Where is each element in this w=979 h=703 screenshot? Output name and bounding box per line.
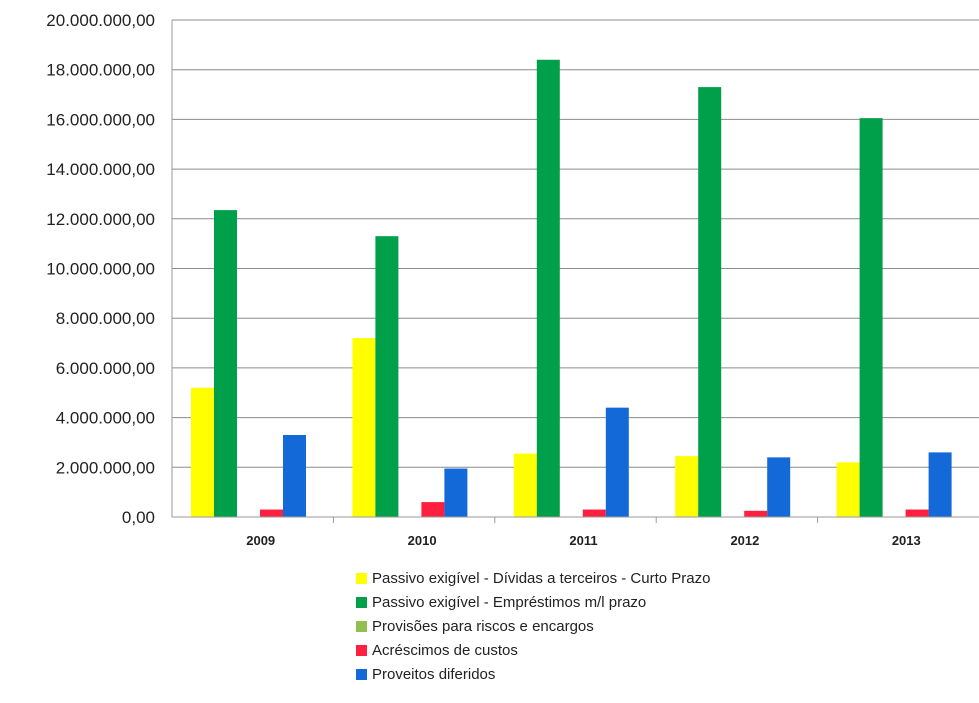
bar xyxy=(375,236,399,517)
bar xyxy=(744,510,768,517)
legend-swatch xyxy=(356,644,367,656)
bar xyxy=(352,338,376,517)
y-tick-label: 8.000.000,00 xyxy=(56,309,155,328)
legend-swatch xyxy=(356,668,367,680)
legend-label: Proveitos diferidos xyxy=(372,665,496,683)
legend-item: Proveitos diferidos xyxy=(356,662,710,686)
x-tick-label: 2009 xyxy=(246,533,275,548)
bar xyxy=(513,453,537,517)
y-tick-label: 2.000.000,00 xyxy=(56,458,155,477)
bar xyxy=(836,462,860,517)
legend-label: Passivo exigível - Empréstimos m/l prazo xyxy=(372,593,647,611)
legend-item: Passivo exigível - Dívidas a terceiros -… xyxy=(356,566,710,590)
bar xyxy=(283,434,306,517)
y-axis-ticks: 0,00 2.000.000,00 4.000.000,00 6.000.000,00… xyxy=(46,11,155,527)
bar xyxy=(191,387,214,517)
bar-chart: 0,00 2.000.000,00 4.000.000,00 6.000.000,00… xyxy=(46,11,979,548)
gridlines xyxy=(171,19,979,517)
legend-swatch xyxy=(356,596,367,608)
bar xyxy=(260,509,283,517)
bars xyxy=(191,59,952,518)
bar xyxy=(536,59,560,517)
bar xyxy=(928,452,952,517)
legend-label: Provisões para riscos e encargos xyxy=(372,617,594,635)
legend-swatch xyxy=(356,572,367,584)
bar xyxy=(444,468,468,517)
y-tick-label: 20.000.000,00 xyxy=(46,11,155,30)
x-tick-label: 2013 xyxy=(892,533,921,548)
y-tick-label: 4.000.000,00 xyxy=(56,409,155,428)
legend-label: Acréscimos de custos xyxy=(372,641,518,659)
y-tick-label: 16.000.000,00 xyxy=(46,110,155,129)
bar xyxy=(675,456,699,517)
legend-item: Passivo exigível - Empréstimos m/l prazo xyxy=(356,590,710,614)
bar xyxy=(214,210,237,518)
bar xyxy=(905,509,929,517)
x-tick-label: 2011 xyxy=(569,533,597,548)
legend-item: Acréscimos de custos xyxy=(356,638,710,662)
y-tick-label: 0,00 xyxy=(122,508,155,527)
y-tick-label: 6.000.000,00 xyxy=(56,359,155,378)
bar xyxy=(859,118,883,517)
legend-item: Provisões para riscos e encargos xyxy=(356,614,710,638)
bar xyxy=(421,502,445,517)
y-tick-label: 12.000.000,00 xyxy=(46,210,155,229)
legend-swatch xyxy=(356,620,367,632)
x-tick-label: 2012 xyxy=(730,533,759,548)
x-tick-label: 2010 xyxy=(408,533,437,548)
y-tick-label: 10.000.000,00 xyxy=(46,260,155,279)
bar xyxy=(767,457,791,517)
legend-label: Passivo exigível - Dívidas a terceiros -… xyxy=(372,569,711,587)
y-tick-label: 18.000.000,00 xyxy=(46,61,155,80)
y-tick-label: 14.000.000,00 xyxy=(46,160,155,179)
bar xyxy=(605,407,629,517)
bar xyxy=(698,87,722,517)
bar xyxy=(582,509,606,517)
legend: Passivo exigível - Dívidas a terceiros -… xyxy=(356,566,710,686)
x-axis-ticks: 2009 2010 2011 2012 2013 xyxy=(246,517,921,548)
